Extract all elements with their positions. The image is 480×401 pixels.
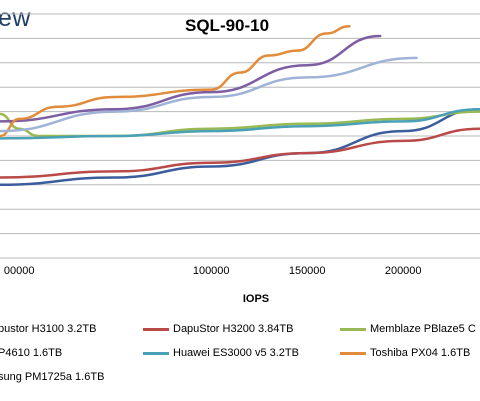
series-line: [0, 34, 382, 123]
series-line: [0, 107, 480, 187]
series-line: [0, 56, 418, 133]
legend-label: Memblaze PBlaze5 C: [370, 323, 476, 335]
series-line: [0, 127, 480, 179]
x-tick-label: 00000: [4, 265, 35, 277]
legend-label: Huawei ES3000 v5 3.2TB: [173, 347, 299, 359]
series-line: [0, 24, 351, 138]
legend-item: DapuStor H3200 3.84TB: [143, 323, 293, 335]
legend-label: DapuStor H3200 3.84TB: [173, 323, 294, 335]
legend-item: pustor H3100 3.2TB: [0, 323, 96, 335]
legend-item: Memblaze PBlaze5 C: [340, 323, 476, 335]
legend-item: Huawei ES3000 v5 3.2TB: [143, 347, 299, 359]
x-tick-label: 100000: [193, 265, 230, 277]
legend-label: P4610 1.6TB: [0, 347, 63, 359]
brand-logo-text: ew: [0, 4, 31, 32]
legend-swatch: [143, 351, 169, 355]
legend-label: Toshiba PX04 1.6TB: [370, 347, 471, 359]
series-line: [0, 110, 480, 138]
legend-label: sung PM1725a 1.6TB: [0, 371, 105, 383]
legend-label: pustor H3100 3.2TB: [0, 323, 97, 335]
legend-swatch: [143, 327, 169, 331]
legend-swatch: [340, 351, 366, 355]
x-tick-label: 200000: [385, 265, 422, 277]
x-tick-labels: 00000 100000 150000 200000: [4, 265, 422, 277]
series-line: [0, 107, 480, 140]
chart-title: SQL-90-10: [185, 16, 270, 35]
x-tick-label: 150000: [289, 265, 326, 277]
series-lines: [0, 24, 480, 187]
x-axis-label: IOPS: [243, 293, 269, 305]
legend-item: sung PM1725a 1.6TB: [0, 371, 104, 383]
legend-item: P4610 1.6TB: [0, 347, 62, 359]
legend-swatch: [340, 327, 366, 331]
legend-item: Toshiba PX04 1.6TB: [340, 347, 470, 359]
